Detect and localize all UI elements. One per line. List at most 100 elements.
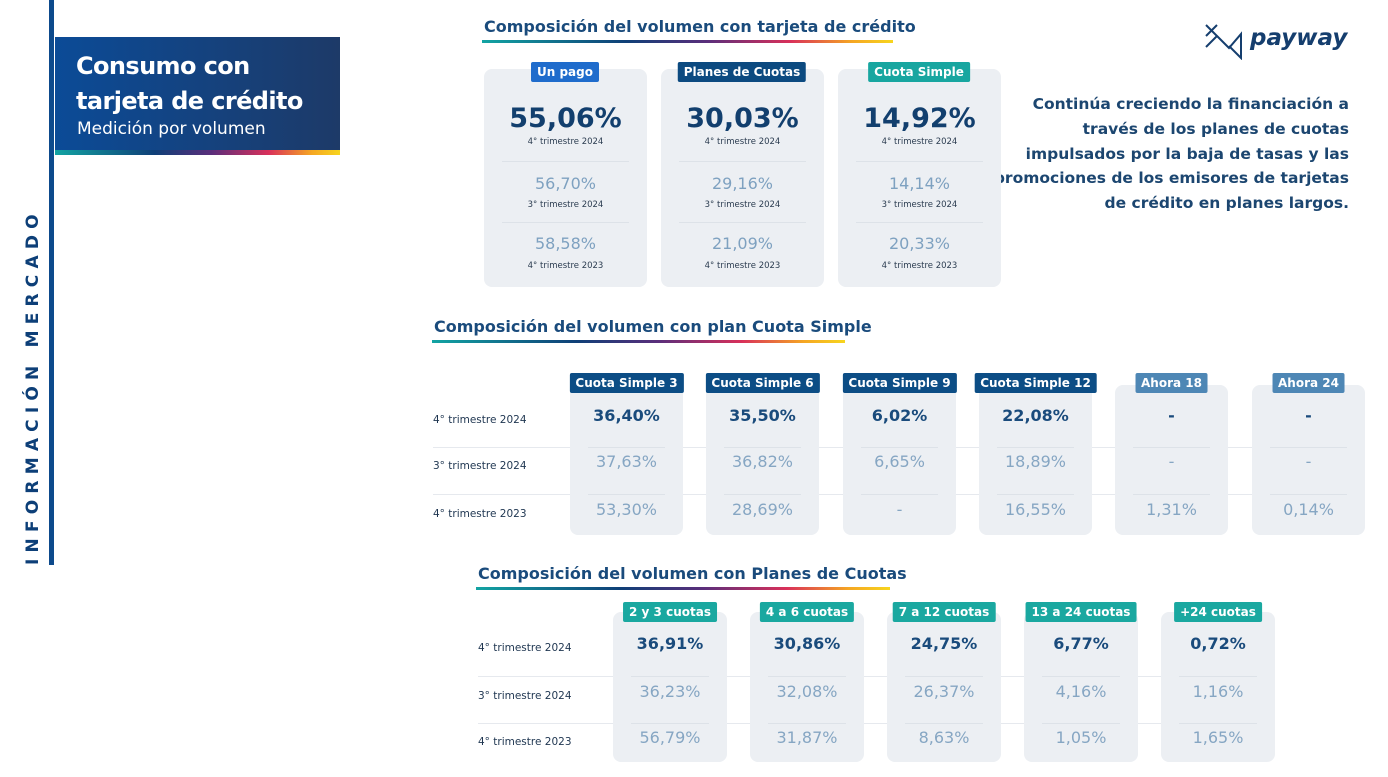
cell-divider [861,494,938,495]
cell-divider [1179,723,1257,724]
summary-card: 14,92% 4° trimestre 2024 14,14% 3° trimestr… [838,69,1001,287]
card-badge: Planes de Cuotas [677,62,807,82]
table-cell-value: 1,05% [1055,728,1107,747]
card-period-label: 4° trimestre 2024 [704,137,781,147]
cell-divider [588,447,665,448]
row-label: 4° trimestre 2024 [433,414,527,426]
card-badge: Un pago [531,62,599,82]
section3-underline [476,587,890,590]
column-card: - - 0,14% [1252,385,1365,535]
card-badge: Cuota Simple [868,62,970,82]
table-cell-value: 36,23% [639,682,701,701]
card-period-label: 4° trimestre 2023 [527,261,604,271]
card-value: 14,14% [888,174,950,193]
table-cell-value: 22,08% [1002,406,1069,425]
column-card: 30,86% 32,08% 31,87% [750,612,864,762]
cell-divider [768,723,846,724]
cell-divider [631,676,709,677]
cell-divider [905,723,983,724]
card-period-label: 4° trimestre 2023 [704,261,781,271]
table-cell-value: 56,79% [639,728,701,747]
column-badge: Cuota Simple 9 [842,373,957,393]
column-badge: Ahora 18 [1135,373,1208,393]
table-cell-value: 53,30% [595,500,657,519]
cell-divider [997,494,1074,495]
table-cell-value: 31,87% [776,728,838,747]
card-period-label: 4° trimestre 2023 [881,261,958,271]
cell-divider [1042,676,1120,677]
card-period-label: 4° trimestre 2024 [881,137,958,147]
cell-divider [1179,676,1257,677]
column-card: 22,08% 18,89% 16,55% [979,385,1092,535]
row-separator [478,676,1274,677]
table-cell-value: 6,77% [1053,634,1109,653]
card-divider [856,161,983,162]
cell-divider [724,447,801,448]
table-cell-value: 0,14% [1283,500,1334,519]
table-cell-value: 36,40% [593,406,660,425]
summary-card: 55,06% 4° trimestre 2024 56,70% 3° trimestr… [484,69,647,287]
card-period-label: 3° trimestre 2024 [527,200,604,210]
page-subtitle: Medición por volumen [77,119,266,139]
summary-card: 30,03% 4° trimestre 2024 29,16% 3° trimestr… [661,69,824,287]
card-value: 20,33% [888,234,950,253]
table-cell-value: - [1305,406,1312,425]
cell-divider [1133,447,1210,448]
column-badge: Ahora 24 [1272,373,1345,393]
column-card: 6,02% 6,65% - [843,385,956,535]
table-cell-value: 6,02% [871,406,928,425]
table-cell-value: 30,86% [773,634,841,653]
summary-note: Continúa creciendo la financiación a tra… [993,95,1349,213]
card-divider [679,161,806,162]
payway-logo-icon [1205,24,1242,61]
section1-title: Composición del volumen con tarjeta de c… [484,17,916,36]
cell-divider [905,676,983,677]
page-title-line1: Consumo con [76,52,250,80]
card-value: 21,09% [711,234,773,253]
sidebar-accent-bar [49,0,54,565]
column-badge: 2 y 3 cuotas [623,602,717,622]
cell-divider [588,494,665,495]
table-cell-value: 36,91% [636,634,704,653]
table-cell-value: 26,37% [913,682,975,701]
table-cell-value: 6,65% [874,452,925,471]
page-title-line2: tarjeta de crédito [76,87,303,115]
cell-divider [861,447,938,448]
card-divider [679,222,806,223]
table-cell-value: 1,31% [1146,500,1197,519]
table-cell-value: 1,16% [1192,682,1244,701]
cell-divider [1042,723,1120,724]
page-title: Consumo con tarjeta de crédito [76,49,303,119]
table-cell-value: 0,72% [1190,634,1246,653]
card-main-value: 30,03% [686,103,799,134]
payway-logo: payway [1203,22,1348,61]
column-badge: 13 a 24 cuotas [1025,602,1137,622]
column-badge: Cuota Simple 6 [705,373,820,393]
table-cell-value: - [1305,452,1312,471]
logo-text: payway [1250,25,1348,51]
card-value: 58,58% [534,234,596,253]
card-value: 56,70% [534,174,596,193]
table-cell-value: 4,16% [1055,682,1107,701]
column-card: 24,75% 26,37% 8,63% [887,612,1001,762]
row-label: 4° trimestre 2024 [478,642,572,654]
section2-title: Composición del volumen con plan Cuota S… [434,317,872,336]
table-cell-value: 16,55% [1004,500,1066,519]
card-divider [856,222,983,223]
cell-divider [997,447,1074,448]
table-cell-value: - [896,500,903,519]
table-cell-value: 24,75% [910,634,978,653]
row-label: 3° trimestre 2024 [433,460,527,472]
row-label: 4° trimestre 2023 [478,736,572,748]
column-badge: Cuota Simple 12 [974,373,1097,393]
table-cell-value: - [1168,406,1175,425]
column-card: 6,77% 4,16% 1,05% [1024,612,1138,762]
table-cell-value: 35,50% [729,406,796,425]
row-separator [478,723,1274,724]
column-card: - - 1,31% [1115,385,1228,535]
cell-divider [1270,494,1347,495]
card-main-value: 14,92% [863,103,976,134]
card-divider [502,222,629,223]
sidebar-vertical-label: INFORMACIÓN MERCADO [23,208,43,565]
cell-divider [768,676,846,677]
